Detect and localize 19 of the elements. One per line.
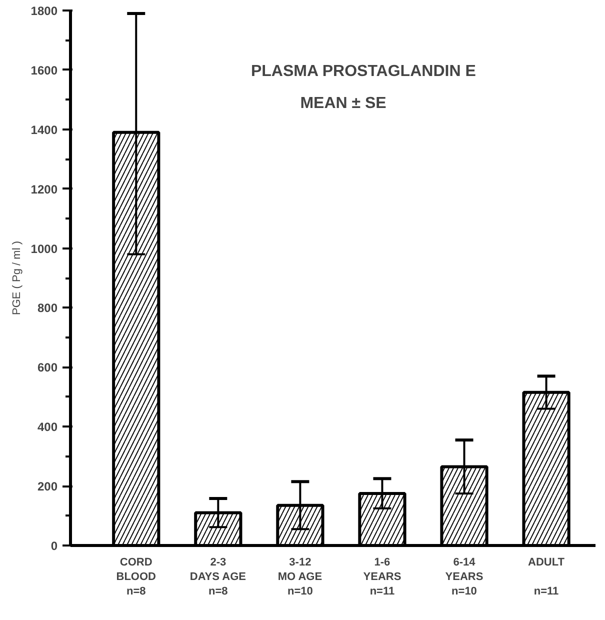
text: MEAN ± SE [300,95,387,112]
y-tick-label: 1800 [30,4,58,18]
y-tick-label: 1400 [30,122,58,137]
x-tick-label: CORD BLOOD n=8 [116,556,156,598]
x-tick-label: 6-14 YEARS n=10 [445,556,484,598]
category-label: ADULT n=11 [528,556,565,598]
y-tick-label: 200 [37,480,58,494]
y-tick-label: 600 [37,360,58,375]
x-tick-label: 3-12 MO AGE n=10 [278,556,322,598]
y-axis-title: PGE ( Pg / ml ) [10,241,23,315]
y-tick-label: 1200 [30,182,58,196]
text: PLASMA PROSTAGLANDIN E [250,63,476,80]
y-tick-label: 1600 [30,63,58,78]
y-tick-label: 0 [50,539,58,553]
x-tick-label: 1-6 YEARS n=11 [363,556,402,598]
y-tick-label: 400 [37,420,58,434]
y-tick-label: 1000 [30,242,58,256]
y-tick-label: 800 [37,301,58,316]
x-tick-label: 2-3 DAYS AGE n=8 [190,556,246,598]
